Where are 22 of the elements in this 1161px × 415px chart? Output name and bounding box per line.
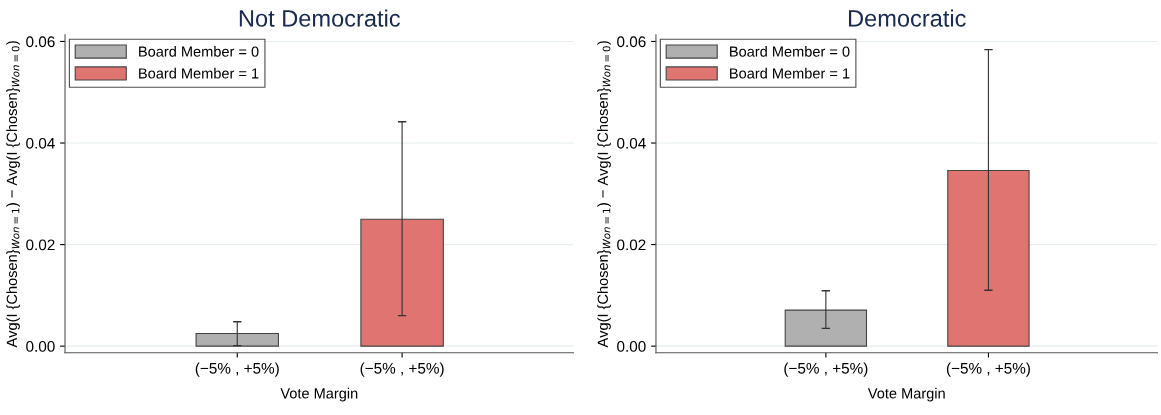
legend-label: Board Member = 0 — [139, 46, 259, 57]
y-tick-label: 0.00 — [617, 341, 646, 352]
chart-title: Not Democratic — [239, 9, 400, 27]
x-tick-label: (−5% , +5%) — [784, 362, 868, 377]
y-tick-label: 0.04 — [26, 137, 55, 149]
y-tick-label: 0.04 — [617, 137, 646, 149]
y-tick-label: 0.02 — [617, 239, 646, 251]
x-axis-title: Vote Margin — [867, 387, 945, 402]
y-tick-label: 0.00 — [26, 341, 55, 352]
x-tick-label: (−5% , +5%) — [195, 362, 279, 377]
x-tick-label: (−5% , +5%) — [946, 362, 1030, 377]
y-tick-label: 0.02 — [26, 239, 55, 251]
x-axis-title: Vote Margin — [280, 387, 358, 402]
x-tick-label: (−5% , +5%) — [360, 362, 444, 377]
y-tick-label: 0.06 — [617, 36, 646, 48]
legend-label: Board Member = 0 — [730, 46, 850, 57]
y-tick-label: 0.06 — [26, 36, 55, 48]
y-axis-title: Avg(I {Chosen}$_{Won=1}$) − Avg(I {Chosen}$_{Won=0}$) — [6, 41, 20, 348]
legend-label: Board Member = 1 — [139, 67, 259, 79]
y-axis-title: Avg(I {Chosen}$_{Won=1}$) − Avg(I {Chosen}$_{Won=0}$) — [597, 41, 611, 348]
legend-label: Board Member = 1 — [730, 67, 850, 79]
chart-title: Democratic — [848, 9, 966, 27]
